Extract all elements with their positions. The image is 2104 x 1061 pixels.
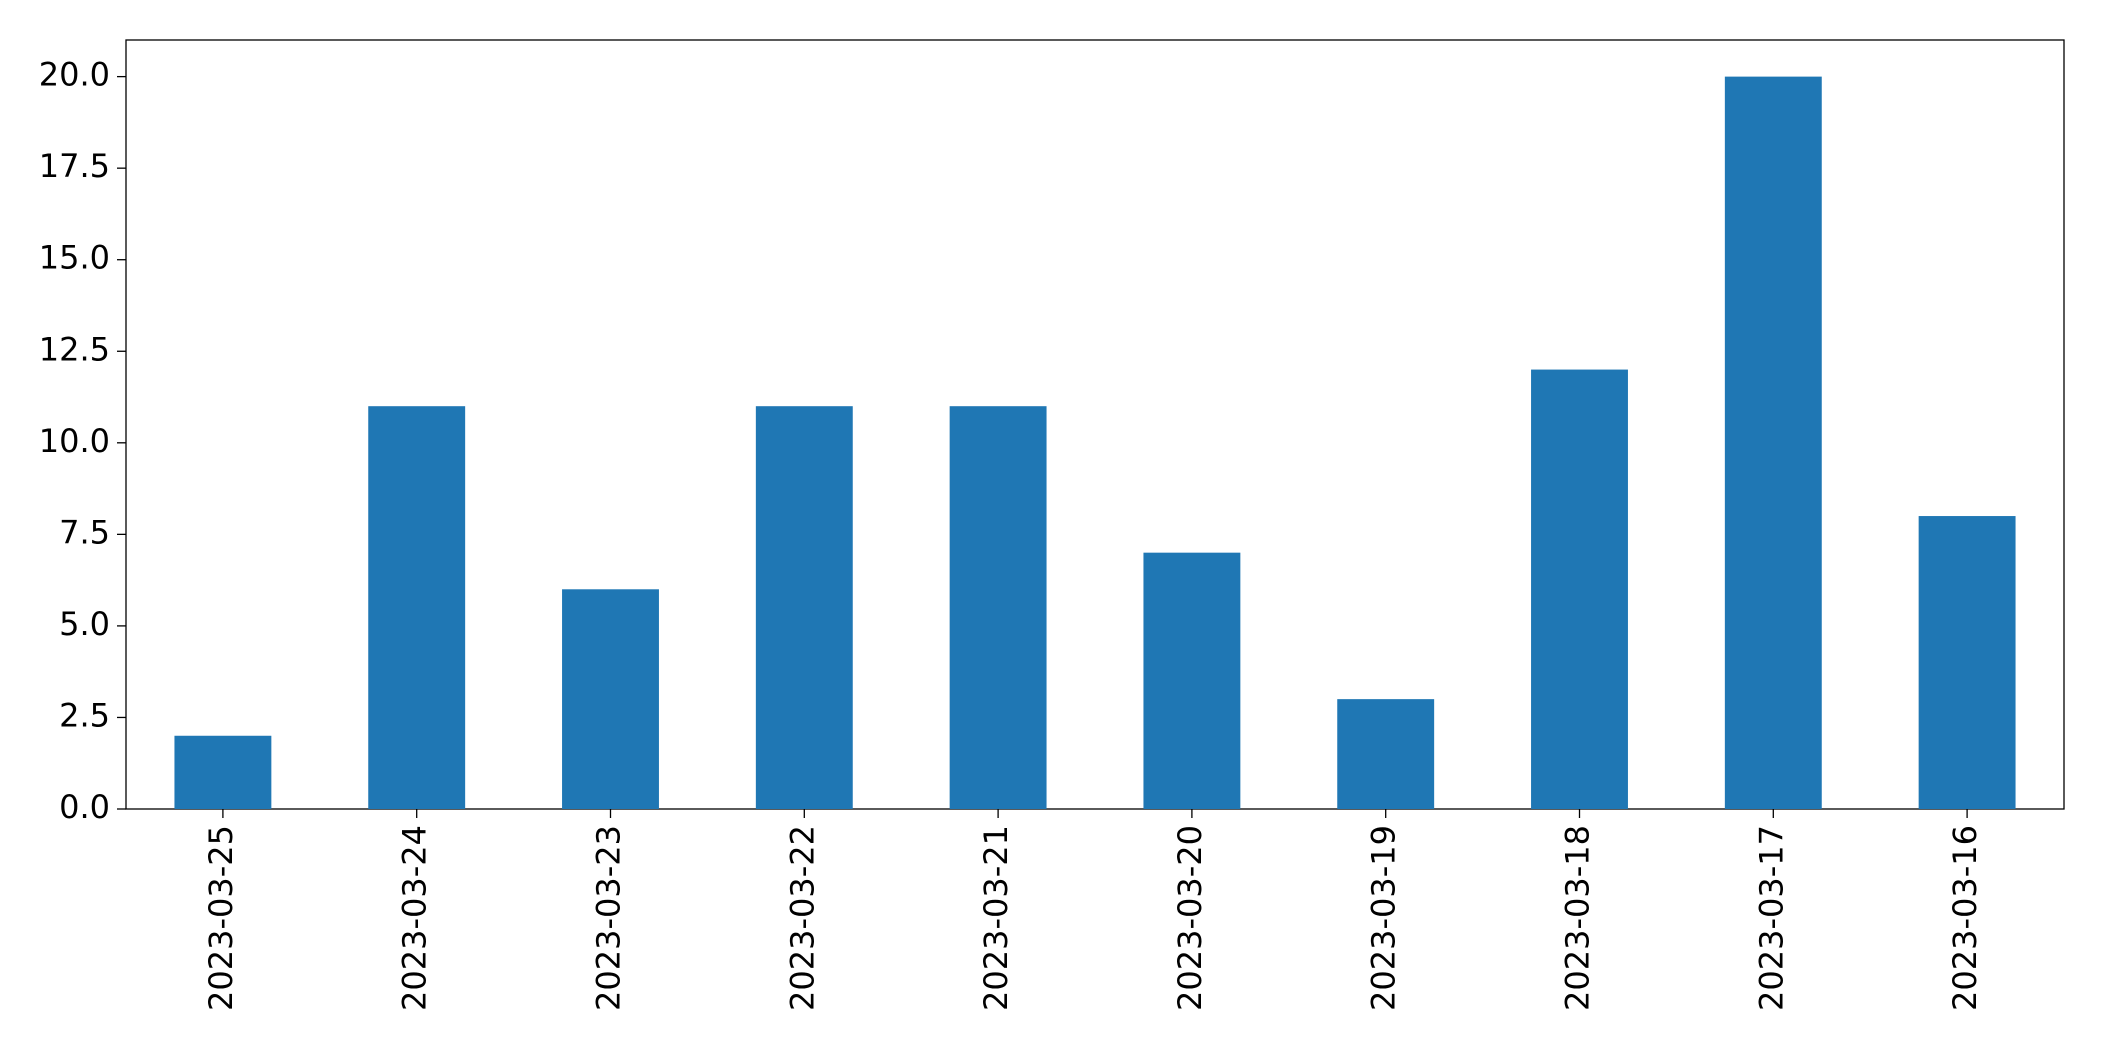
bar — [1724, 76, 1822, 810]
x-tick-label: 2023-03-17 — [1752, 825, 1790, 1011]
x-tick-label: 2023-03-18 — [1559, 825, 1597, 1011]
bar — [368, 406, 466, 809]
x-tick-label: 2023-03-24 — [396, 825, 434, 1011]
y-tick-label: 2.5 — [59, 696, 110, 734]
y-tick-label: 12.5 — [39, 330, 110, 368]
bar — [562, 589, 659, 809]
y-tick-label: 20.0 — [39, 56, 110, 94]
bar — [1337, 699, 1435, 809]
x-tick-label: 2023-03-21 — [977, 825, 1015, 1011]
y-tick-label: 10.0 — [39, 422, 110, 460]
x-tick-label: 2023-03-19 — [1365, 825, 1403, 1011]
x-tick-label: 2023-03-16 — [1946, 825, 1984, 1011]
y-tick-label: 15.0 — [39, 239, 110, 277]
y-tick-label: 7.5 — [59, 513, 110, 551]
x-tick-label: 2023-03-22 — [783, 825, 821, 1011]
y-tick-label: 5.0 — [59, 605, 110, 643]
x-tick-label: 2023-03-20 — [1171, 825, 1209, 1011]
bar — [949, 406, 1047, 809]
x-tick-label: 2023-03-23 — [590, 825, 628, 1011]
bar — [174, 735, 272, 809]
y-tick-label: 17.5 — [39, 147, 110, 185]
plot-frame — [125, 39, 2065, 810]
bar — [1531, 369, 1628, 809]
bar — [755, 406, 853, 809]
x-tick-label: 2023-03-25 — [202, 825, 240, 1011]
bar — [1918, 516, 2016, 809]
y-tick-label: 0.0 — [59, 788, 110, 826]
bar — [1143, 552, 1241, 809]
